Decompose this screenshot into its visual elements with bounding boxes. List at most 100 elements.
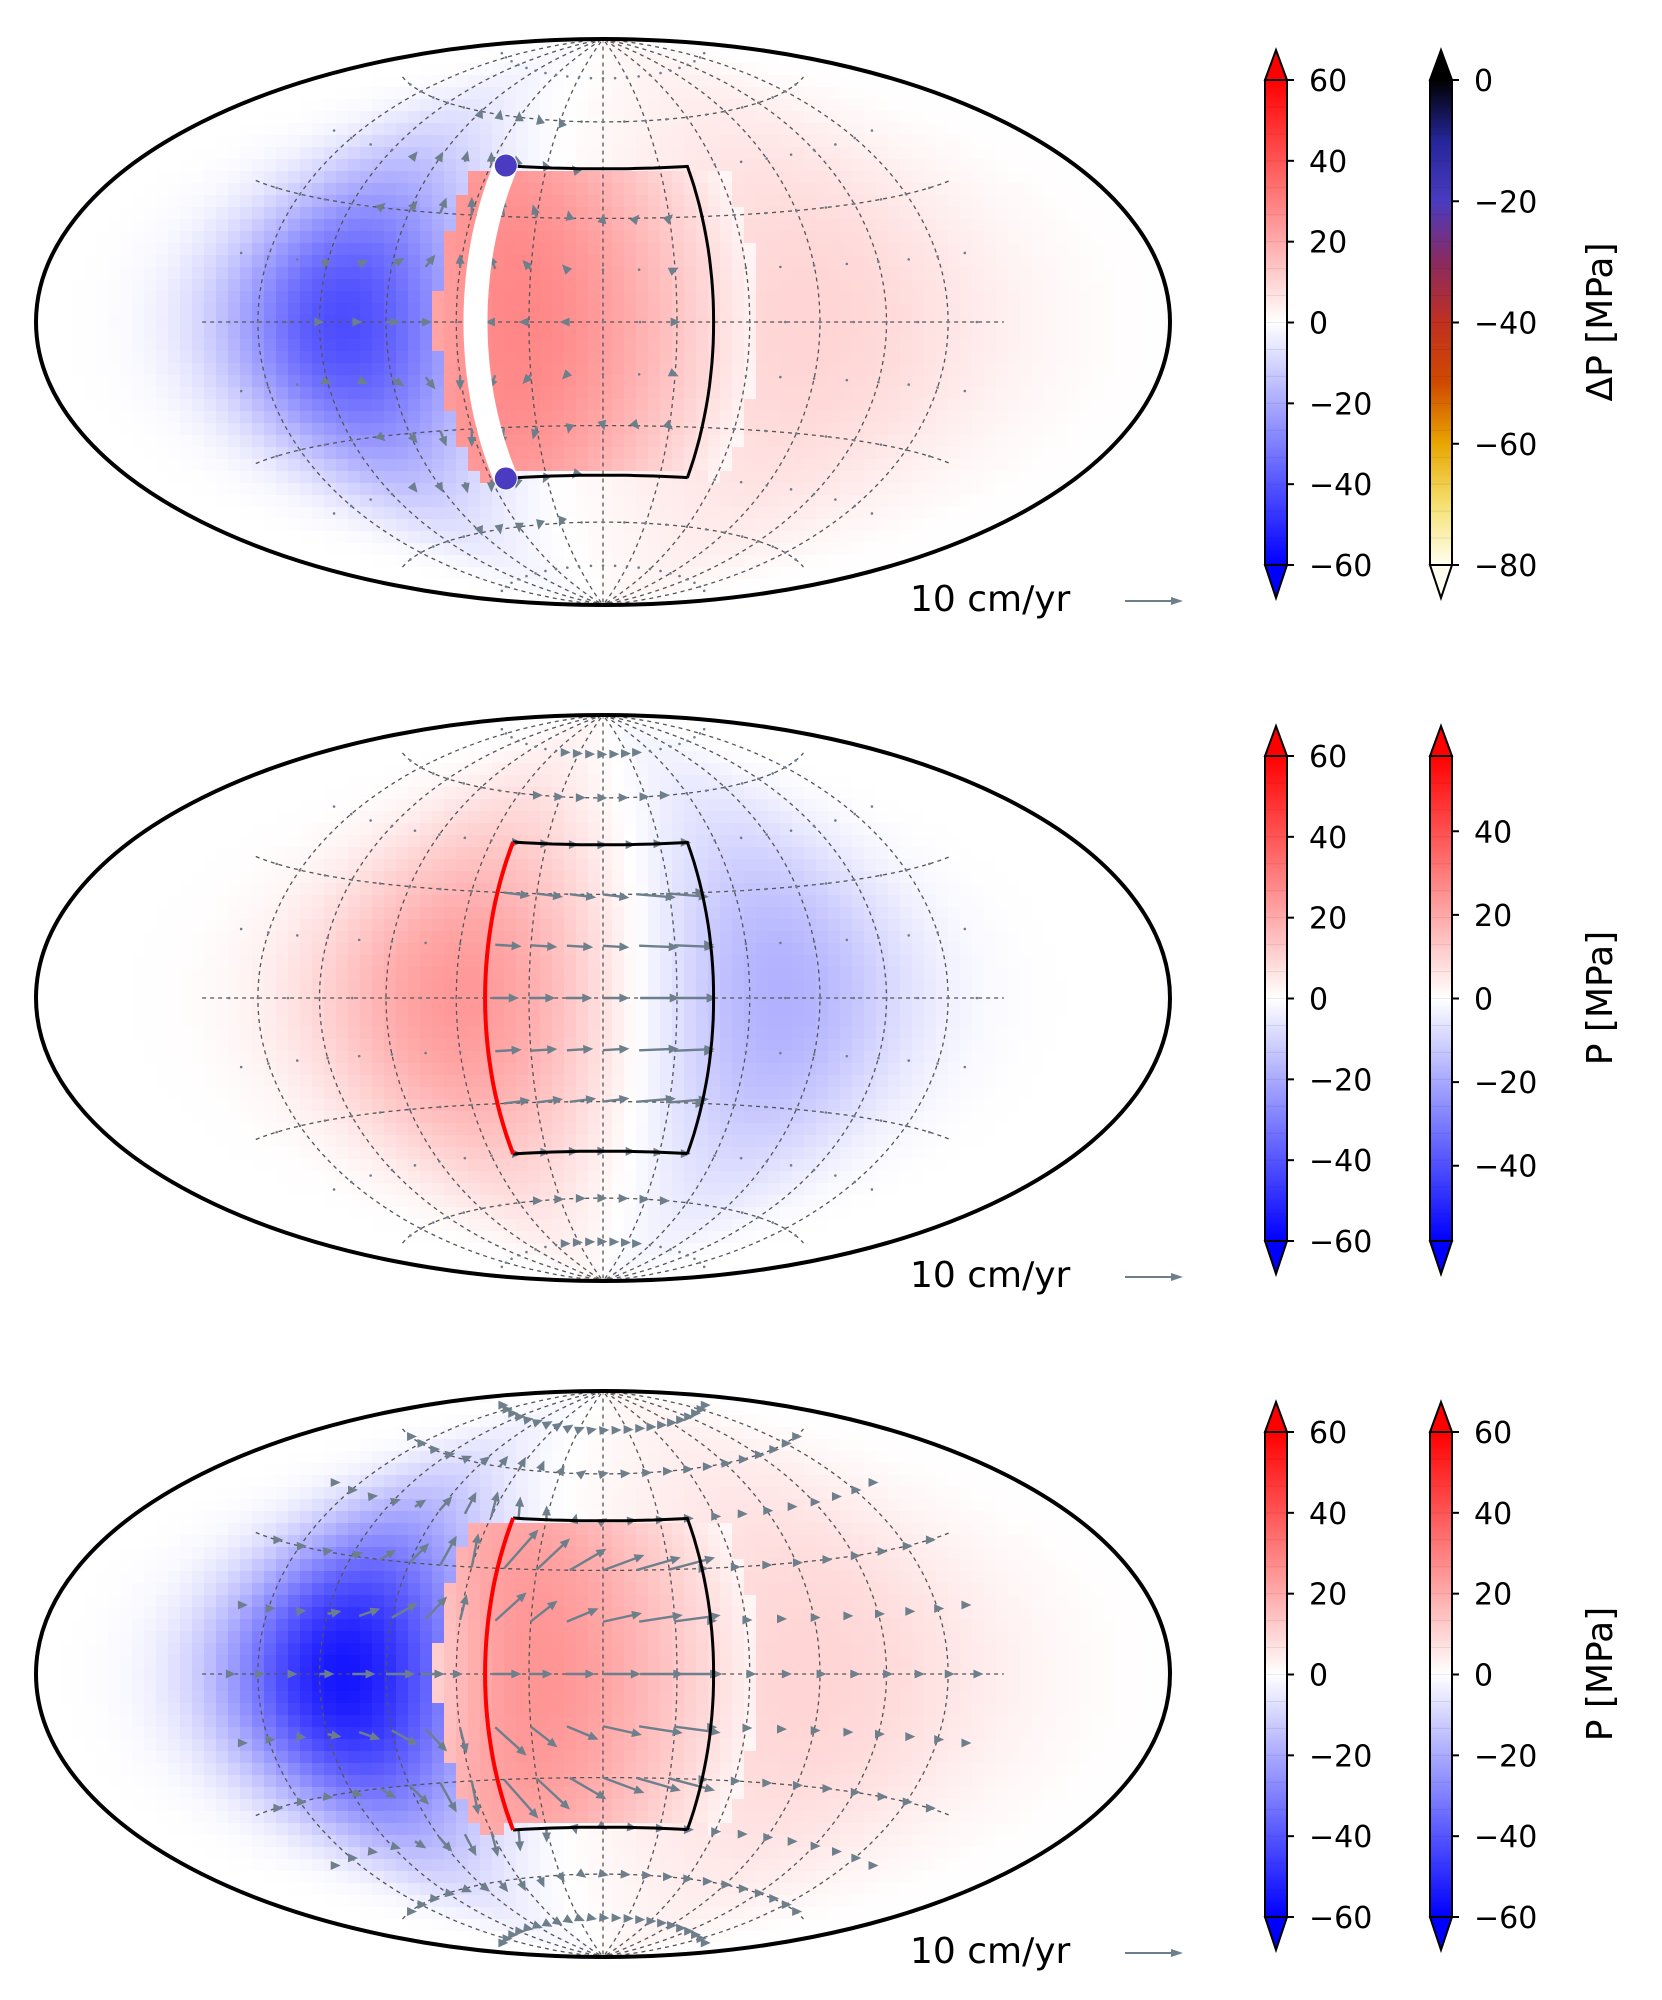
field-cell [348, 543, 361, 556]
field-cell [384, 775, 397, 788]
field-cell [468, 739, 481, 752]
field-cell [672, 739, 685, 752]
field-cell [324, 447, 337, 460]
field-cell [1140, 255, 1153, 268]
field-cell [648, 291, 661, 304]
field-cell [192, 159, 205, 172]
field-cell [348, 871, 361, 884]
field-cell [528, 351, 541, 364]
field-cell [804, 895, 817, 908]
field-cell [288, 291, 301, 304]
field-cell [336, 811, 349, 824]
fault-tip-north [494, 154, 517, 177]
field-cell [96, 411, 109, 424]
field-cell [1056, 847, 1069, 860]
field-cell [900, 87, 913, 100]
colorbar-second [1428, 47, 1454, 81]
field-cell [264, 459, 277, 472]
field-cell [132, 351, 145, 364]
field-cell [288, 183, 301, 196]
field-cell [432, 63, 445, 76]
field-cell [360, 859, 373, 872]
field-cell [972, 159, 985, 172]
field-cell [612, 255, 625, 268]
field-cell [396, 531, 409, 544]
field-cell [324, 895, 337, 908]
field-cell [252, 375, 265, 388]
field-cell [720, 483, 733, 496]
field-cell [708, 447, 721, 460]
field-cell [888, 835, 901, 848]
field-cell [660, 447, 673, 460]
field-cell [1044, 351, 1057, 364]
field-cell [588, 339, 601, 352]
field-cell [192, 811, 205, 824]
field-cell [660, 99, 673, 112]
field-cell [312, 219, 325, 232]
velocity-dot [834, 498, 837, 501]
field-cell [936, 111, 949, 124]
colorbar-bwr: −40 [1309, 468, 1372, 503]
field-cell [624, 471, 637, 484]
field-cell [468, 99, 481, 112]
field-cell [468, 51, 481, 64]
field-cell [888, 775, 901, 788]
velocity-arrow-head [522, 259, 533, 271]
field-cell [324, 183, 337, 196]
field-cell [696, 847, 709, 860]
velocity-dot [601, 372, 605, 376]
field-cell [204, 159, 217, 172]
field-cell [348, 883, 361, 896]
field-cell [888, 823, 901, 836]
field-cell [216, 871, 229, 884]
field-cell [516, 507, 529, 520]
field-cell [840, 763, 853, 776]
field-cell [840, 519, 853, 532]
field-cell [420, 99, 433, 112]
field-cell [264, 255, 277, 268]
field-cell [708, 471, 721, 484]
field-cell [696, 339, 709, 352]
field-cell [216, 883, 229, 896]
field-cell [924, 811, 937, 824]
velocity-dot [295, 383, 299, 386]
field-cell [840, 243, 853, 256]
field-cell [540, 591, 553, 604]
field-cell [660, 231, 673, 244]
field-cell [1032, 171, 1045, 184]
field-cell [360, 835, 373, 848]
field-cell [720, 531, 733, 544]
field-cell [948, 787, 961, 800]
velocity-arrow-head [407, 482, 418, 493]
field-cell [468, 895, 481, 908]
field-cell [720, 183, 733, 196]
field-cell [444, 495, 457, 508]
velocity-arrow-head [670, 317, 681, 327]
field-cell [636, 483, 649, 496]
field-cell [696, 75, 709, 88]
field-cell [864, 123, 877, 136]
field-cell [480, 63, 493, 76]
field-cell [276, 835, 289, 848]
field-cell [744, 811, 757, 824]
velocity-dot [789, 488, 793, 491]
field-cell [828, 447, 841, 460]
field-cell [552, 99, 565, 112]
field-cell [756, 159, 769, 172]
field-cell [744, 231, 757, 244]
field-cell [468, 799, 481, 812]
field-cell [816, 459, 829, 472]
field-cell [744, 291, 757, 304]
field-cell [468, 447, 481, 460]
field-cell [516, 291, 529, 304]
field-cell [936, 327, 949, 340]
field-cell [576, 279, 589, 292]
field-cell [528, 63, 541, 76]
field-cell [192, 387, 205, 400]
field-cell [132, 411, 145, 424]
field-cell [120, 231, 133, 244]
field-cell [756, 871, 769, 884]
field-cell [576, 351, 589, 364]
field-cell [672, 123, 685, 136]
field-cell [360, 123, 373, 136]
